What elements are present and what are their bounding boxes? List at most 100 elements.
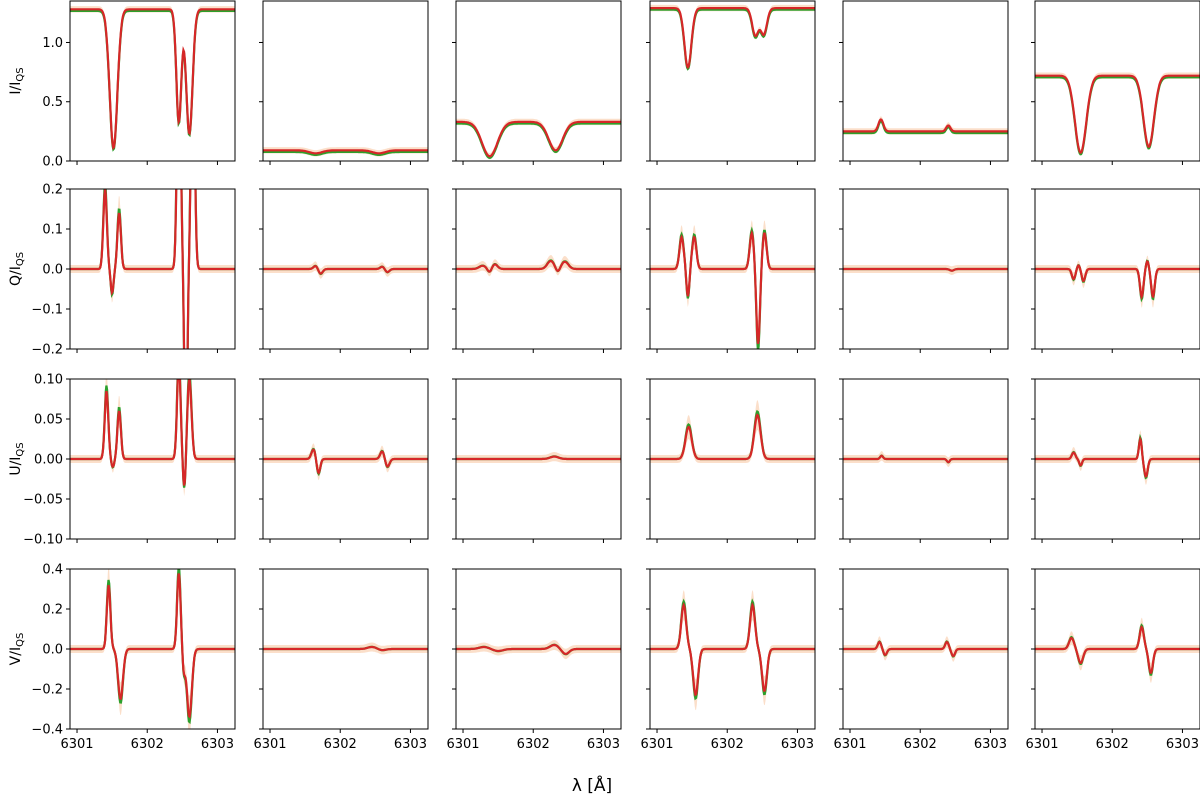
uncertainty-band xyxy=(650,220,815,349)
x-tick-label: 6301 xyxy=(640,737,673,752)
panel-v-6: 6301 6302 6303 xyxy=(1025,568,1200,752)
panel-frame xyxy=(842,0,1009,162)
panel-i-4 xyxy=(646,0,816,165)
uncertainty-band xyxy=(1035,255,1200,308)
panel-frame xyxy=(69,0,236,162)
panel-q-4 xyxy=(646,188,816,353)
y-axis-label-v: V/IQS xyxy=(8,633,26,666)
series-group xyxy=(843,636,1008,662)
panel-q-5 xyxy=(839,188,1009,353)
x-tick-label: 6302 xyxy=(711,737,744,752)
x-tick-label: 6301 xyxy=(833,737,866,752)
series-group xyxy=(456,640,621,660)
panel-u-2 xyxy=(259,378,429,543)
y-tick-label: 0.5 xyxy=(42,95,63,110)
series-group xyxy=(456,118,621,160)
x-tick-label: 6303 xyxy=(1166,737,1199,752)
panel-i-5 xyxy=(839,0,1009,165)
observed-line xyxy=(650,7,815,69)
uncertainty-band xyxy=(70,569,235,729)
observed-line xyxy=(70,8,235,150)
panel-u-6 xyxy=(1031,378,1200,543)
model-line-red xyxy=(456,643,621,655)
series-group xyxy=(843,265,1008,275)
y-axis-label-i: I/IQS xyxy=(8,67,26,94)
uncertainty-band xyxy=(456,255,621,277)
observed-line xyxy=(650,414,815,460)
y-tick-label: 0.1 xyxy=(42,223,63,238)
model-line-red xyxy=(1035,74,1200,154)
model-line-green xyxy=(650,226,815,349)
y-tick-label: 0.4 xyxy=(42,563,63,578)
series-group xyxy=(1035,255,1200,308)
x-tick-label: 6302 xyxy=(904,737,937,752)
y-axis-label-u: U/IQS xyxy=(8,442,26,475)
y-axis-label-subscript: QS xyxy=(15,633,26,647)
y-tick-label: 0.2 xyxy=(42,603,63,618)
panel-q-6 xyxy=(1031,188,1200,353)
model-line-red xyxy=(456,259,621,273)
y-axis-label-q: Q/IQS xyxy=(8,252,26,286)
model-line-red xyxy=(1035,625,1200,674)
panel-frame xyxy=(649,0,816,162)
uncertainty-band xyxy=(456,452,621,463)
series-group xyxy=(456,452,621,463)
x-tick-label: 6302 xyxy=(517,737,550,752)
uncertainty-band xyxy=(650,400,815,463)
uncertainty-band xyxy=(70,6,235,151)
y-tick-label: 0.05 xyxy=(34,413,63,428)
observed-line xyxy=(650,231,815,344)
model-line-red xyxy=(1035,260,1200,300)
y-tick-label: −0.1 xyxy=(31,303,63,318)
series-group xyxy=(70,189,235,349)
x-tick-label: 6303 xyxy=(974,737,1007,752)
panel-i-6 xyxy=(1031,0,1200,165)
y-tick-label: 0.0 xyxy=(42,155,63,170)
series-group xyxy=(70,569,235,729)
model-line-red xyxy=(843,640,1008,658)
observed-line xyxy=(70,379,235,486)
model-line-red xyxy=(843,118,1008,133)
panel-frame xyxy=(455,0,622,162)
series-group xyxy=(1035,617,1200,683)
y-tick-label: −0.2 xyxy=(31,683,63,698)
panel-v-4: 6301 6302 6303 xyxy=(640,568,816,752)
model-line-green xyxy=(70,569,235,725)
model-line-red xyxy=(650,6,815,70)
y-axis-label-subscript: QS xyxy=(15,67,26,81)
series-group xyxy=(650,4,815,71)
panel-frame xyxy=(1034,0,1200,162)
model-line-red xyxy=(70,573,235,719)
model-line-red xyxy=(843,267,1008,272)
model-line-red xyxy=(70,8,235,151)
model-line-red xyxy=(650,229,815,344)
model-line-red xyxy=(263,149,428,155)
series-group xyxy=(843,116,1008,135)
observed-line xyxy=(1035,75,1200,154)
uncertainty-band xyxy=(70,379,235,497)
x-tick-label: 6303 xyxy=(781,737,814,752)
model-line-green xyxy=(263,150,428,156)
series-group xyxy=(650,400,815,463)
x-tick-label: 6303 xyxy=(587,737,620,752)
model-line-green xyxy=(650,8,815,71)
model-line-red xyxy=(263,645,428,652)
uncertainty-band xyxy=(843,116,1008,135)
x-tick-label: 6301 xyxy=(60,737,93,752)
y-axis-label-main: U/I xyxy=(8,457,24,476)
model-line-green xyxy=(1035,76,1200,156)
panel-u-3 xyxy=(452,378,622,543)
y-axis-label-subscript: QS xyxy=(15,442,26,456)
model-line-green xyxy=(70,189,235,349)
series-group xyxy=(1035,430,1200,485)
panel-u-5 xyxy=(839,378,1009,543)
series-group xyxy=(70,6,235,152)
x-tick-label: 6303 xyxy=(201,737,234,752)
uncertainty-band xyxy=(263,443,428,481)
y-tick-label: 0.0 xyxy=(42,643,63,658)
x-tick-label: 6303 xyxy=(394,737,427,752)
y-tick-label: 0.0 xyxy=(42,263,63,278)
panel-i-1: 0.0 0.5 1.0 xyxy=(42,0,236,170)
